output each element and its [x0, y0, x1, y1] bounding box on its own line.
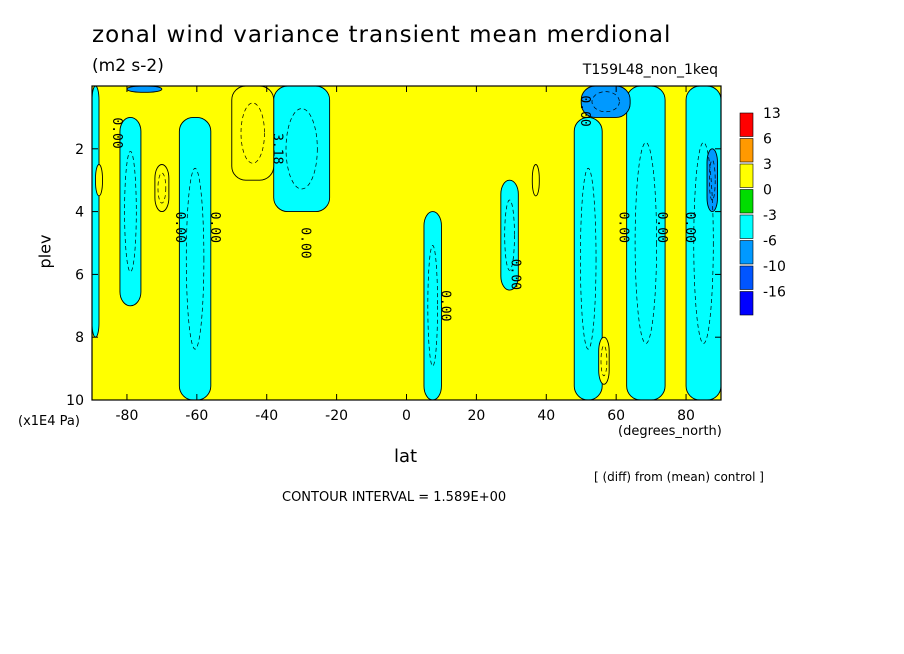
contour-label-3: 0.00	[207, 212, 222, 243]
contour-line-5	[427, 245, 438, 367]
contour-line-3	[185, 167, 205, 350]
contour-region-8	[626, 86, 666, 400]
x-axis-units: (degrees_north)	[618, 424, 722, 439]
contour-line-11	[157, 172, 167, 204]
x-tick-label-1: -80	[116, 408, 139, 424]
x-tick-label-9: 80	[677, 408, 695, 424]
colorbar-swatch-2	[739, 138, 754, 163]
x-tick-label-6: 20	[467, 408, 485, 424]
contour-region-16	[126, 86, 163, 93]
contour-region-5	[423, 211, 442, 400]
colorbar-label-2: 6	[763, 132, 772, 148]
run-name: T159L48_non_1keq	[582, 62, 718, 78]
y-tick-label-5: 10	[66, 393, 84, 409]
contour-line-7	[580, 167, 597, 350]
y-tick-label-4: 8	[75, 330, 84, 346]
colorbar-label-4: 0	[763, 183, 772, 199]
contour-label-4: 3.18	[270, 133, 285, 164]
colorbar-swatch-7	[739, 265, 754, 290]
contour-line-6	[504, 199, 515, 271]
contour-line-14	[600, 345, 608, 377]
y-axis-label: plev	[35, 234, 55, 269]
colorbar-label-3: 3	[763, 157, 772, 173]
contour-line-10	[240, 102, 265, 164]
x-tick-label-2: -60	[185, 408, 208, 424]
contour-lines	[124, 91, 716, 377]
contour-label-8: 0.00	[577, 95, 592, 126]
contour-region-10	[231, 86, 275, 181]
colorbar-label-6: -6	[763, 234, 777, 250]
contour-region-3	[178, 116, 212, 400]
contour-region-11	[154, 164, 170, 213]
contour-region-9	[685, 86, 721, 400]
x-tick-label-7: 40	[537, 408, 555, 424]
colorbar-swatch-6	[739, 240, 754, 265]
colorbar-label-7: -10	[763, 259, 786, 275]
colorbar-swatch-4	[739, 189, 754, 214]
contour-region-7	[573, 116, 603, 400]
x-tick-label-4: -20	[325, 408, 348, 424]
colorbar-label-1: 13	[763, 106, 781, 122]
contour-label-11: 0.00	[682, 212, 697, 243]
contour-region-13	[531, 164, 540, 197]
contour-label-layer: 0.00 0.00 0.00 3.18 0.00 0.00 0.00 0.00 0.00 0.00…	[109, 95, 697, 321]
colorbar-swatch-3	[739, 163, 754, 188]
contour-label-2: 0.00	[172, 212, 187, 243]
region-layer	[92, 86, 721, 400]
contour-label-5: 0.00	[298, 227, 313, 258]
contour-line-9	[693, 142, 714, 344]
colorbar-swatch-5	[739, 214, 754, 239]
colorbar-label-8: -16	[763, 285, 786, 301]
colorbar: 13 6 3 0 -3 -6 -10 -16	[739, 106, 786, 316]
chart-title: zonal wind variance transient mean merdi…	[92, 22, 672, 48]
contour-region-15	[580, 86, 631, 118]
colorbar-swatch-8	[739, 291, 754, 316]
comparison-note: [ (diff) from (mean) control ]	[594, 470, 764, 484]
x-tick-label-5: 0	[402, 408, 411, 424]
contour-label-6: 0.00	[437, 290, 452, 321]
contour-label-9: 0.00	[616, 212, 631, 243]
contour-region-2	[119, 116, 142, 307]
y-tick-label-2: 4	[75, 205, 84, 221]
contour-line-2	[124, 150, 137, 273]
x-axis: -80 -60 -40 -20 0 20 40 60 80	[116, 86, 695, 424]
contour-interval: CONTOUR INTERVAL = 1.589E+00	[282, 490, 507, 505]
contour-label-1: 0.00	[109, 117, 124, 148]
y-axis: 2 4 6 8 10	[66, 142, 721, 409]
x-tick-label-8: 60	[607, 408, 625, 424]
contour-line-15	[591, 91, 620, 113]
contour-region-14	[598, 336, 610, 385]
chart-units: (m2 s-2)	[92, 56, 164, 76]
y-axis-units: (x1E4 Pa)	[18, 414, 80, 429]
contour-line-4	[285, 108, 318, 190]
colorbar-label-5: -3	[763, 208, 777, 224]
y-tick-label-3: 6	[75, 267, 84, 283]
contour-region-12	[95, 164, 103, 197]
contour-label-7: 0.00	[507, 259, 522, 290]
contour-line-8	[634, 142, 657, 344]
x-tick-label-3: -40	[255, 408, 278, 424]
contour-line-17	[708, 159, 716, 201]
colorbar-swatch-1	[739, 112, 754, 137]
contour-label-10: 0.00	[654, 212, 669, 243]
x-axis-label: lat	[394, 446, 418, 467]
y-tick-label-1: 2	[75, 142, 84, 158]
contour-region-6	[500, 179, 519, 291]
